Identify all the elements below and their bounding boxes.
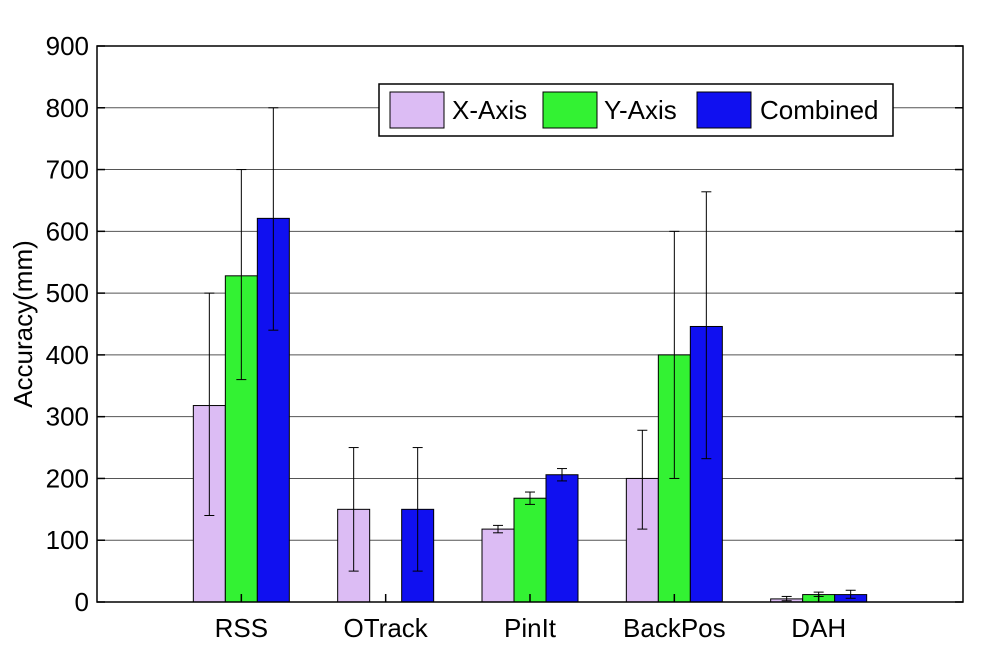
y-tick-label: 400 [46,340,89,370]
legend-swatch [696,91,752,129]
y-tick-label: 200 [46,463,89,493]
legend-swatch [389,91,445,129]
y-tick-label: 900 [46,31,89,61]
y-axis-ticks: 0 100 200 300 400 500 600 700 800 900 [46,31,963,617]
y-tick-label: 500 [46,278,89,308]
legend-swatch [542,91,598,129]
y-axis-title: Accuracy(mm) [8,240,38,408]
x-category-label: OTrack [344,613,429,643]
y-tick-label: 0 [75,587,89,617]
x-category-label: BackPos [623,613,726,643]
bar [513,497,547,603]
legend: X-Axis Y-Axis Combined [378,83,894,137]
bar [481,528,515,603]
x-category-label: DAH [791,613,846,643]
y-tick-label: 300 [46,402,89,432]
bar [545,474,579,603]
x-category-label: RSS [215,613,268,643]
error-bars-group [204,107,856,602]
x-axis-labels: RSS OTrack PinIt BackPos DAH [215,594,846,643]
y-tick-label: 100 [46,525,89,555]
legend-label: Combined [760,95,879,125]
legend-box [378,83,894,137]
y-tick-label: 700 [46,155,89,185]
y-tick-label: 600 [46,216,89,246]
x-category-label: PinIt [504,613,557,643]
legend-label: X-Axis [452,95,527,125]
y-tick-label: 800 [46,93,89,123]
legend-label: Y-Axis [604,95,677,125]
